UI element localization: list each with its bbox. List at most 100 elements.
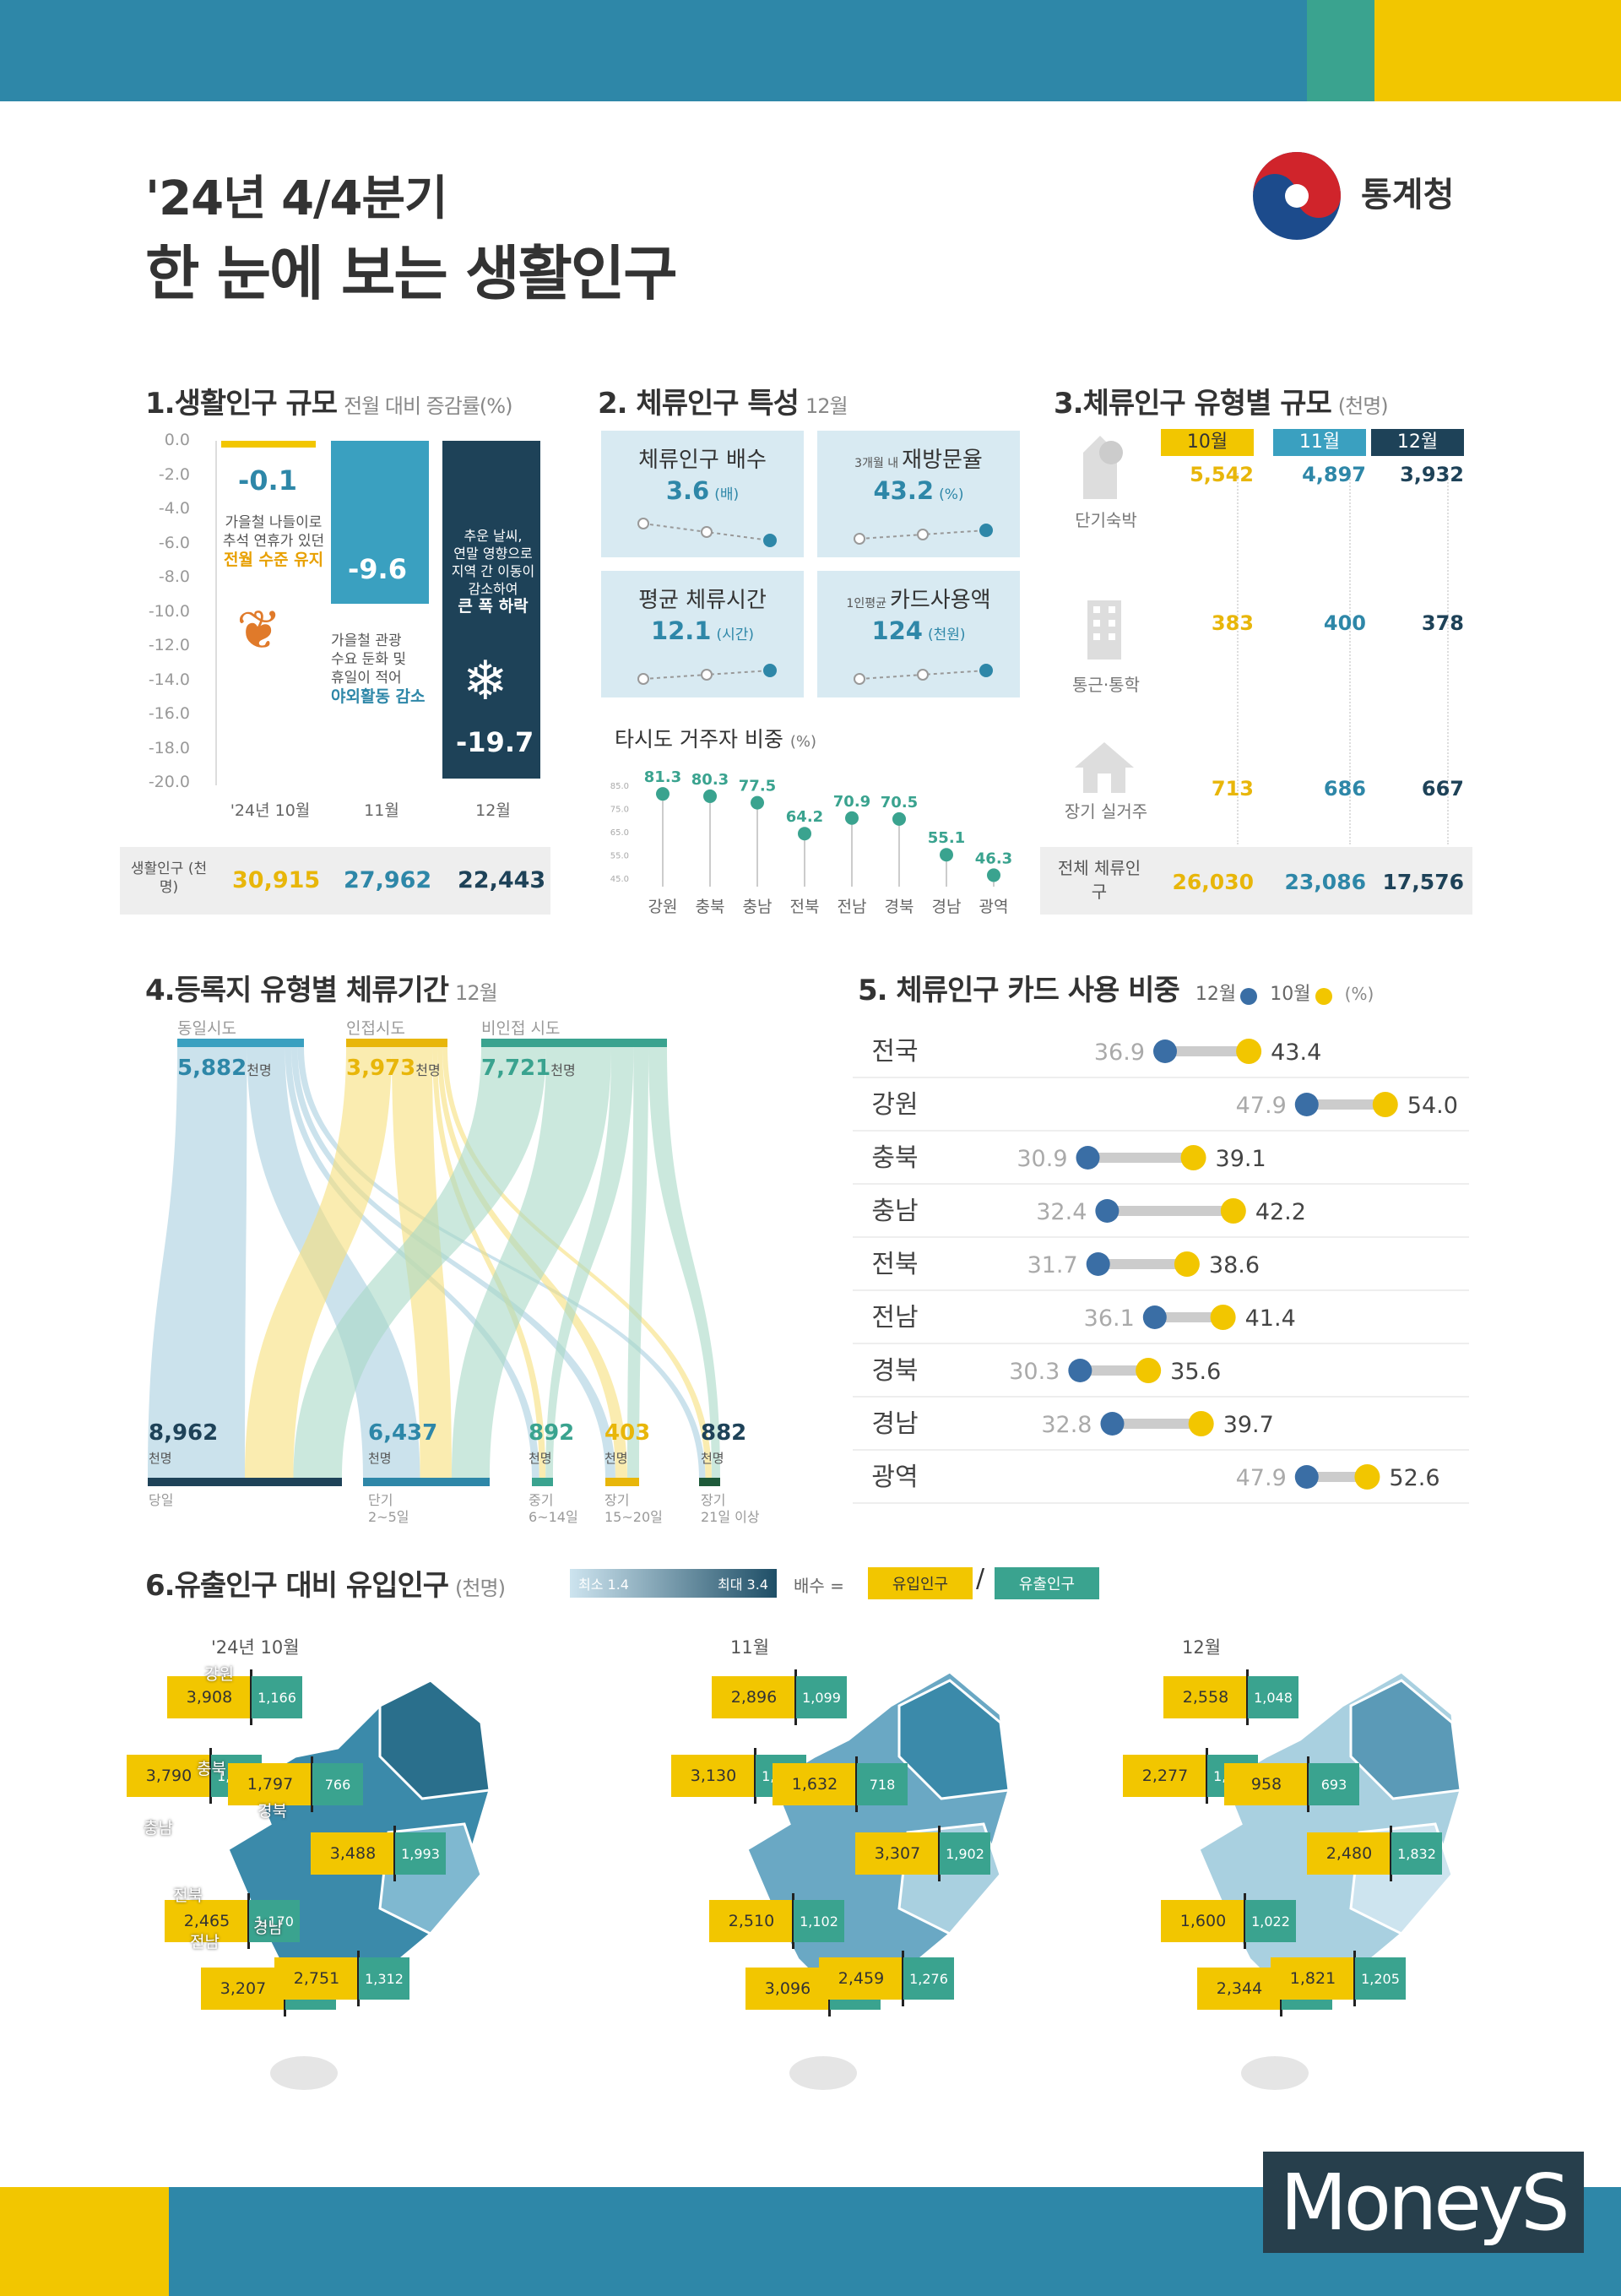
sec5-title-wrap: 5. 체류인구 카드 사용 비중 12월 10월 (%) <box>858 967 1374 1008</box>
total-value: 17,576 <box>1382 870 1464 894</box>
lollipop-category: 경남 <box>932 898 962 916</box>
dot-oct <box>1188 1411 1214 1436</box>
map-month-label: '24년 10월 <box>211 1637 300 1658</box>
dot-dec <box>1068 1359 1092 1382</box>
note-line: 감소하여 <box>468 581 518 597</box>
lollipop-dot <box>845 811 859 825</box>
inflow-value: 3,096 <box>745 1968 830 2010</box>
dot-dec <box>1100 1412 1125 1436</box>
stat-card: 평균 체류시간 12.1 (시간) <box>601 571 804 697</box>
flow-box: 3,908 1,166 <box>167 1669 302 1725</box>
stat-card-label: 평균 체류시간 <box>601 583 804 614</box>
xtick: 11월 <box>364 801 399 820</box>
cell-value: 667 <box>1421 777 1464 801</box>
lollipop-value: 70.9 <box>833 793 870 811</box>
note-nov: 가을철 관광 수요 둔화 및 휴일이 적어 야외활동 감소 <box>331 632 432 706</box>
lollipop-ytick: 45.0 <box>610 875 629 884</box>
legend-oct-label: 10월 <box>1270 984 1311 1005</box>
value-dec: 47.9 <box>1236 1093 1287 1119</box>
outflow-value: 1,102 <box>794 1900 844 1942</box>
dot-dec <box>1294 1465 1319 1489</box>
month-header: 11월 <box>1273 429 1366 456</box>
column-guide <box>1237 473 1239 844</box>
lollipop-ytick: 75.0 <box>610 806 629 815</box>
map-region-label: 전남 <box>190 1933 220 1951</box>
korea-map <box>745 1670 1011 2090</box>
source-value: 5,882천명 <box>177 1056 272 1081</box>
inflow-value: 3,207 <box>201 1968 285 2010</box>
ratio-divider <box>1206 1748 1208 1804</box>
total-panel <box>1040 847 1472 915</box>
house-icon <box>1071 738 1138 797</box>
target-unit: 천명 <box>368 1451 392 1466</box>
lollipop-title: 타시도 거주자 비중 (%) <box>615 727 817 752</box>
source-unit: 천명 <box>550 1062 576 1078</box>
sec4-sankey <box>148 1039 720 1486</box>
inflow-value: 1,821 <box>1271 1957 1355 2000</box>
value-oct: 42.2 <box>1255 1199 1306 1225</box>
stat-card-number: 43.2 <box>873 476 935 505</box>
map-region-label: 전북 <box>173 1886 203 1905</box>
dot-oct <box>1210 1305 1236 1330</box>
inflow-value: 958 <box>1224 1763 1309 1805</box>
sankey-flow <box>293 1047 546 1478</box>
ytick: -14.0 <box>148 670 190 689</box>
bar-oct <box>221 441 316 448</box>
target-bar <box>699 1478 720 1486</box>
ratio-divider <box>1307 1756 1309 1812</box>
source-label: 인접시도 <box>346 1019 405 1038</box>
ratio-divider <box>902 1951 904 2006</box>
flow-box: 3,307 1,902 <box>855 1826 990 1881</box>
flow-box: 2,480 1,832 <box>1307 1826 1442 1881</box>
inflow-value: 2,896 <box>712 1676 796 1718</box>
ytick: -6.0 <box>158 533 190 552</box>
trend-dot-dec <box>979 524 993 537</box>
target-value: 892 <box>529 1420 575 1446</box>
bar-nov-value: -9.6 <box>348 553 407 585</box>
value-dec: 31.7 <box>1027 1252 1078 1278</box>
ratio-divider <box>754 1748 756 1804</box>
ytick: -18.0 <box>148 738 190 757</box>
lollipop-dot <box>798 827 811 841</box>
trend-dot-oct <box>854 673 865 685</box>
ratio-divider <box>311 1756 313 1812</box>
outflow-value: 1,166 <box>252 1676 302 1718</box>
flow-box: 1,600 1,022 <box>1161 1893 1296 1949</box>
source-unit: 천명 <box>415 1062 441 1078</box>
xtick: '24년 10월 <box>230 801 311 820</box>
map-jeju <box>1241 2056 1309 2090</box>
target-label-main: 당일 <box>149 1492 174 1508</box>
outflow-value: 1,048 <box>1248 1676 1298 1718</box>
target-label: 장기 21일 이상 <box>701 1492 760 1526</box>
sankey-flow <box>648 1047 720 1478</box>
inflow-value: 2,751 <box>274 1957 359 2000</box>
note-line: 추석 연휴가 있던 <box>222 533 325 550</box>
bar-dec-value: -19.7 <box>456 726 534 758</box>
cell-value: 713 <box>1211 777 1254 801</box>
legend-oct-dot <box>1315 987 1332 1005</box>
stat-card-prefix: 3개월 내 <box>854 457 899 470</box>
top-band-yellow <box>1374 0 1621 101</box>
row-label: 장기 실거주 <box>1064 801 1148 822</box>
map-region-label: 강원 <box>204 1665 234 1684</box>
note-line: 야외활동 감소 <box>331 687 426 706</box>
map-region-label: 충남 <box>144 1819 173 1837</box>
value-oct: 39.7 <box>1223 1412 1274 1438</box>
source-bar-same <box>177 1039 304 1047</box>
stat-card-trend <box>854 664 993 685</box>
stat-card-unit: (천원) <box>928 627 966 643</box>
note-dec: 추운 날씨, 연말 영향으로 지역 간 이동이 감소하여 큰 폭 하락 <box>444 527 542 616</box>
lollipop-dot <box>656 787 670 801</box>
row-category: 충북 <box>871 1143 918 1173</box>
bottom-band-yellow <box>0 2187 169 2296</box>
sankey-flow <box>627 1047 648 1478</box>
flow-box: 3,488 1,993 <box>311 1826 446 1881</box>
target-label-sub: 21일 이상 <box>701 1509 760 1525</box>
dot-dec <box>1142 1305 1167 1329</box>
pop-oct: 30,915 <box>232 867 321 893</box>
stat-card-value: 12.1 (시간) <box>601 616 804 645</box>
stat-card-number: 3.6 <box>665 476 710 505</box>
stat-card-value: 43.2 (%) <box>817 476 1020 505</box>
map-jeju <box>789 2056 857 2090</box>
legend-unit: (%) <box>1344 984 1374 1004</box>
